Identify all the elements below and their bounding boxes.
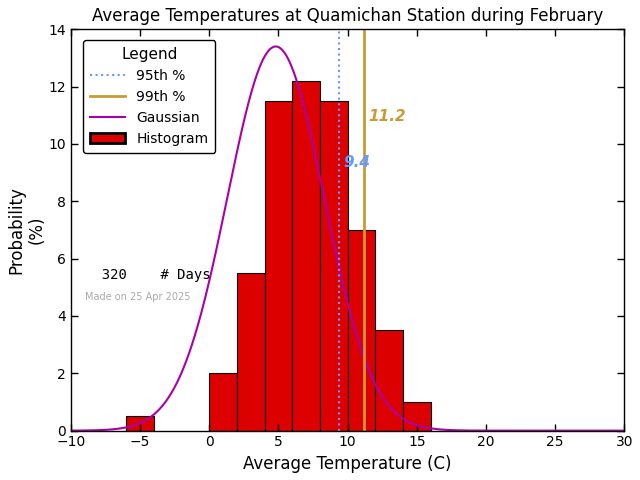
Bar — [348, 230, 375, 431]
Bar — [320, 101, 348, 431]
Text: 9.4: 9.4 — [344, 155, 371, 170]
Bar — [126, 416, 154, 431]
Bar — [265, 101, 292, 431]
Y-axis label: Probability
(%): Probability (%) — [7, 186, 45, 274]
X-axis label: Average Temperature (C): Average Temperature (C) — [243, 455, 452, 473]
Bar — [292, 81, 320, 431]
Bar — [403, 402, 431, 431]
Bar — [209, 373, 237, 431]
Bar — [375, 330, 403, 431]
Text: 11.2: 11.2 — [369, 109, 406, 124]
Legend: 95th %, 99th %, Gaussian, Histogram: 95th %, 99th %, Gaussian, Histogram — [83, 40, 215, 153]
Text: Made on 25 Apr 2025: Made on 25 Apr 2025 — [85, 292, 190, 302]
Title: Average Temperatures at Quamichan Station during February: Average Temperatures at Quamichan Statio… — [92, 7, 604, 25]
Bar — [237, 273, 265, 431]
Text: 320    # Days: 320 # Days — [85, 268, 211, 282]
